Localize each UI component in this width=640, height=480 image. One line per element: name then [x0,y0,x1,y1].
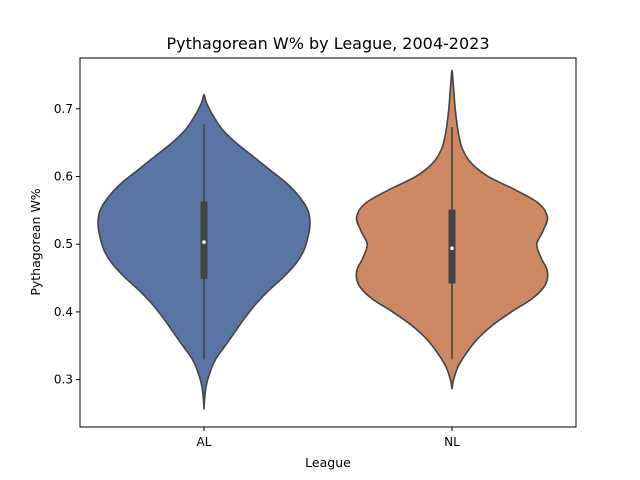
chart-title: Pythagorean W% by League, 2004-2023 [166,34,489,53]
y-tick-label: 0.7 [54,102,73,116]
violin-median-al [202,240,206,244]
y-tick-label: 0.4 [54,305,73,319]
y-tick-label: 0.6 [54,169,73,183]
y-axis: 0.3 0.4 0.5 0.6 0.7 [54,102,80,387]
y-tick-label: 0.3 [54,373,73,387]
y-axis-label: Pythagorean W% [28,188,43,295]
plot-area-frame [79,57,577,428]
violin-iqr-box-al [200,201,208,279]
x-axis: AL NL [197,427,460,449]
violin-median-nl [450,246,454,251]
x-tick-label: NL [444,435,460,449]
x-tick-label: AL [197,435,212,449]
y-tick-label: 0.5 [54,237,73,251]
x-axis-label: League [305,455,351,470]
violin-group [97,69,549,410]
